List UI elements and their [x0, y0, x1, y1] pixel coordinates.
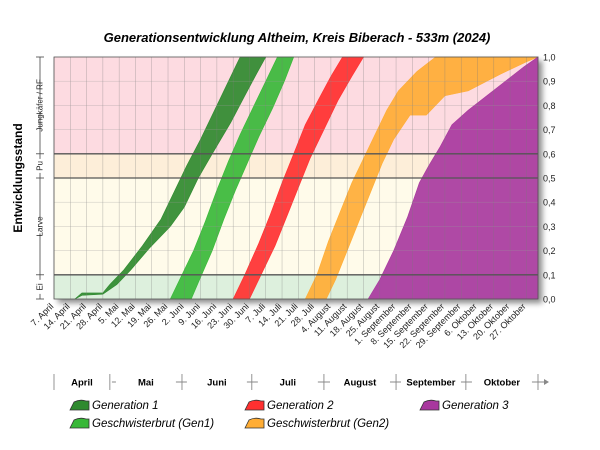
month-bar: April Mai Juni Juli August September Oktober: [51, 374, 549, 390]
stage-label-bg-2: [31, 158, 49, 173]
y-tick-6: 0,6: [543, 149, 556, 159]
y-axis-label: Entwicklungsstand: [11, 123, 25, 232]
legend-swatch-2: [419, 399, 440, 411]
month-label-bg-0: [51, 374, 112, 390]
month-label-bg-4: [329, 374, 390, 390]
legend-label-2: Generation 3: [442, 400, 509, 412]
gridlines: [53, 56, 539, 300]
legend-label-0: Generation 1: [92, 400, 159, 412]
y-tick-1: 0,1: [543, 270, 556, 280]
legend-swatch-1: [244, 399, 265, 411]
legend: Generation 1 Generation 2 Generation 3 Gesc…: [69, 399, 509, 430]
plot-border: [53, 56, 539, 300]
stage-label-2: Pu: [36, 161, 45, 171]
stage-label-3: Jungkäfer / RF: [36, 79, 45, 132]
y-tick-7: 0,7: [543, 125, 556, 135]
chart-title: Generationsentwicklung Altheim, Kreis Bi…: [104, 30, 491, 45]
month-label-2: Juni: [207, 378, 227, 389]
y-tick-4: 0,4: [543, 198, 556, 208]
month-label-bg-3: [257, 374, 318, 390]
month-label-bg-6: [471, 374, 532, 390]
y-tick-2: 0,2: [543, 246, 556, 256]
y-tick-10: 1,0: [543, 53, 556, 63]
y-tick-9: 0,9: [543, 77, 556, 87]
month-label-6: Oktober: [484, 378, 521, 389]
month-label-bg-5: [400, 374, 461, 390]
legend-swatch-0: [69, 399, 90, 411]
month-label-3: Juli: [280, 378, 296, 389]
legend-label-1: Generation 2: [267, 400, 334, 412]
y-tick-5: 0,5: [543, 174, 556, 184]
legend-swatch-3: [69, 417, 90, 429]
stage-label-bg-0: [31, 279, 49, 294]
y-tick-0: 0,0: [543, 295, 556, 305]
month-axis-arrow: [544, 379, 549, 385]
month-label-4: August: [344, 378, 378, 389]
y-tick-8: 0,8: [543, 101, 556, 111]
month-label-bg-2: [186, 374, 247, 390]
stage-label-1: Larve: [36, 216, 45, 237]
y-tick-3: 0,3: [543, 222, 556, 232]
legend-swatch-4: [244, 417, 265, 429]
legend-label-4: Geschwisterbrut (Gen2): [267, 418, 389, 430]
stage-label-0: Ei: [36, 283, 45, 290]
month-label-5: September: [406, 378, 455, 389]
stage-axis: Ei Larve Pu Jungkäfer / RF: [31, 56, 49, 300]
y-axis-ticks: 0,0 0,1 0,2 0,3 0,4 0,5 0,6 0,7 0,8 0,9 1,0: [543, 53, 556, 305]
month-label-bg-1: [115, 374, 176, 390]
stage-label-bg-1: [31, 219, 49, 234]
month-label-1: Mai: [138, 378, 154, 389]
stage-label-bg-3: [31, 98, 49, 113]
month-label-0: April: [71, 378, 93, 389]
legend-label-3: Geschwisterbrut (Gen1): [92, 418, 214, 430]
